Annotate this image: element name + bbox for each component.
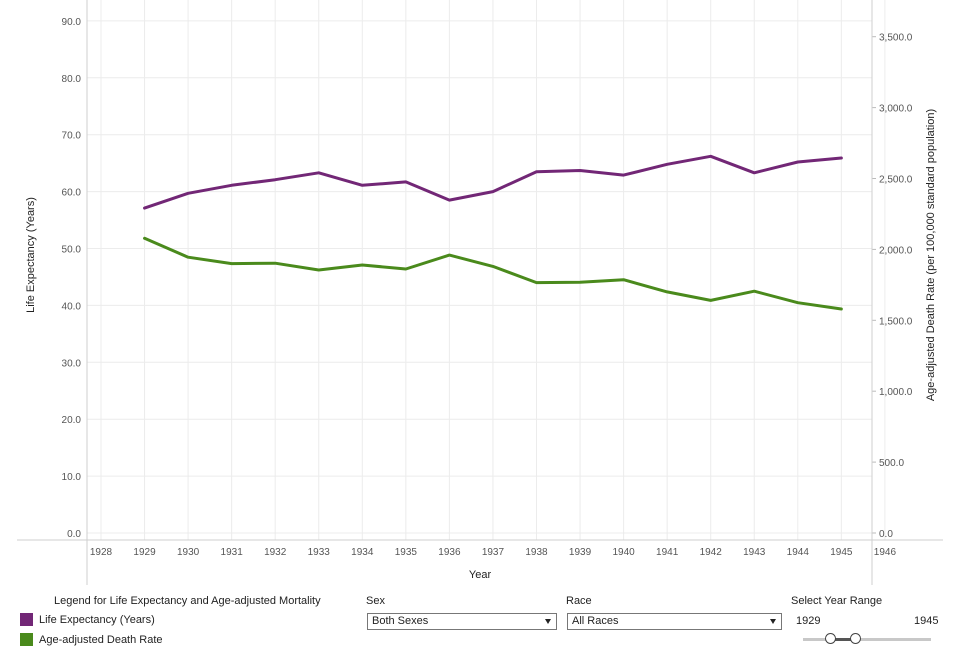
year-range-end-handle[interactable] [850, 633, 861, 644]
x-tick-label: 1940 [612, 547, 635, 558]
sex-select-value: Both Sexes [372, 615, 429, 627]
sex-select[interactable]: Both Sexes [367, 613, 557, 630]
x-tick-label: 1942 [700, 547, 723, 558]
y-right-tick-label: 2,000.0 [879, 245, 913, 256]
x-tick-label: 1930 [177, 547, 200, 558]
y-right-tick-label: 0.0 [879, 529, 893, 540]
y-right-tick-label: 3,000.0 [879, 104, 913, 115]
x-tick-label: 1937 [482, 547, 505, 558]
legend-item-life-expectancy: Life Expectancy (Years) [20, 613, 155, 626]
y-left-axis-title: Life Expectancy (Years) [25, 197, 37, 313]
legend-label-life-expectancy: Life Expectancy (Years) [39, 613, 155, 626]
legend-item-death-rate: Age-adjusted Death Rate [20, 633, 163, 646]
death-rate-line [143, 236, 843, 311]
x-tick-label: 1946 [874, 547, 897, 558]
y-left-tick-label: 90.0 [62, 17, 82, 28]
y-left-tick-label: 50.0 [62, 245, 82, 256]
race-select-value: All Races [572, 615, 619, 627]
x-axis-title: Year [469, 569, 492, 581]
life-expectancy-line [143, 154, 843, 210]
x-tick-label: 1934 [351, 547, 374, 558]
legend-swatch-life-expectancy [20, 613, 33, 626]
x-tick-label: 1933 [308, 547, 331, 558]
year-range-start: 1929 [796, 615, 821, 627]
chart: 0.0 10.0 20.0 30.0 40.0 50.0 60.0 70.0 80.0 90.0 1… [17, 0, 943, 585]
year-range-end: 1945 [914, 615, 939, 627]
x-tick-label: 1944 [787, 547, 810, 558]
y-left-tick-label: 0.0 [67, 529, 81, 540]
x-tick-label: 1931 [221, 547, 244, 558]
sex-label: Sex [366, 595, 385, 607]
y-left-tick-label: 70.0 [62, 131, 82, 142]
y-left-tick-label: 40.0 [62, 301, 82, 312]
y-left-tick-label: 20.0 [62, 415, 82, 426]
y-right-tick-label: 1,000.0 [879, 387, 913, 398]
year-range-slider-track[interactable] [803, 638, 931, 641]
x-tick-label: 1928 [90, 547, 113, 558]
y-left-tick-label: 30.0 [62, 358, 82, 369]
x-tick-label: 1932 [264, 547, 287, 558]
legend-label-death-rate: Age-adjusted Death Rate [39, 633, 163, 646]
y-right-axis-title: Age-adjusted Death Rate (per 100,000 sta… [925, 109, 937, 401]
x-tick-label: 1939 [569, 547, 592, 558]
y-left-tick-label: 80.0 [62, 74, 82, 85]
y-left-tick-label: 10.0 [62, 472, 82, 483]
year-range-label: Select Year Range [791, 595, 883, 607]
y-right-tick-label: 2,500.0 [879, 175, 913, 186]
year-range-start-handle[interactable] [825, 633, 836, 644]
x-tick-label: 1945 [830, 547, 853, 558]
x-tick-label: 1941 [656, 547, 679, 558]
year-range-slider-fill [831, 638, 856, 641]
x-tick-label: 1943 [743, 547, 766, 558]
race-label: Race [566, 595, 592, 607]
y-right-tick-label: 500.0 [879, 458, 904, 469]
race-select[interactable]: All Races [567, 613, 782, 630]
legend-title: Legend for Life Expectancy and Age-adjus… [54, 595, 321, 607]
x-tick-label: 1935 [395, 547, 418, 558]
chevron-down-icon [545, 619, 551, 624]
y-right-tick-label: 1,500.0 [879, 316, 913, 327]
y-right-tick-label: 3,500.0 [879, 33, 913, 44]
legend-swatch-death-rate [20, 633, 33, 646]
x-tick-label: 1929 [133, 547, 156, 558]
x-tick-label: 1936 [438, 547, 461, 558]
chevron-down-icon [770, 619, 776, 624]
y-left-tick-label: 60.0 [62, 188, 82, 199]
x-tick-label: 1938 [525, 547, 548, 558]
